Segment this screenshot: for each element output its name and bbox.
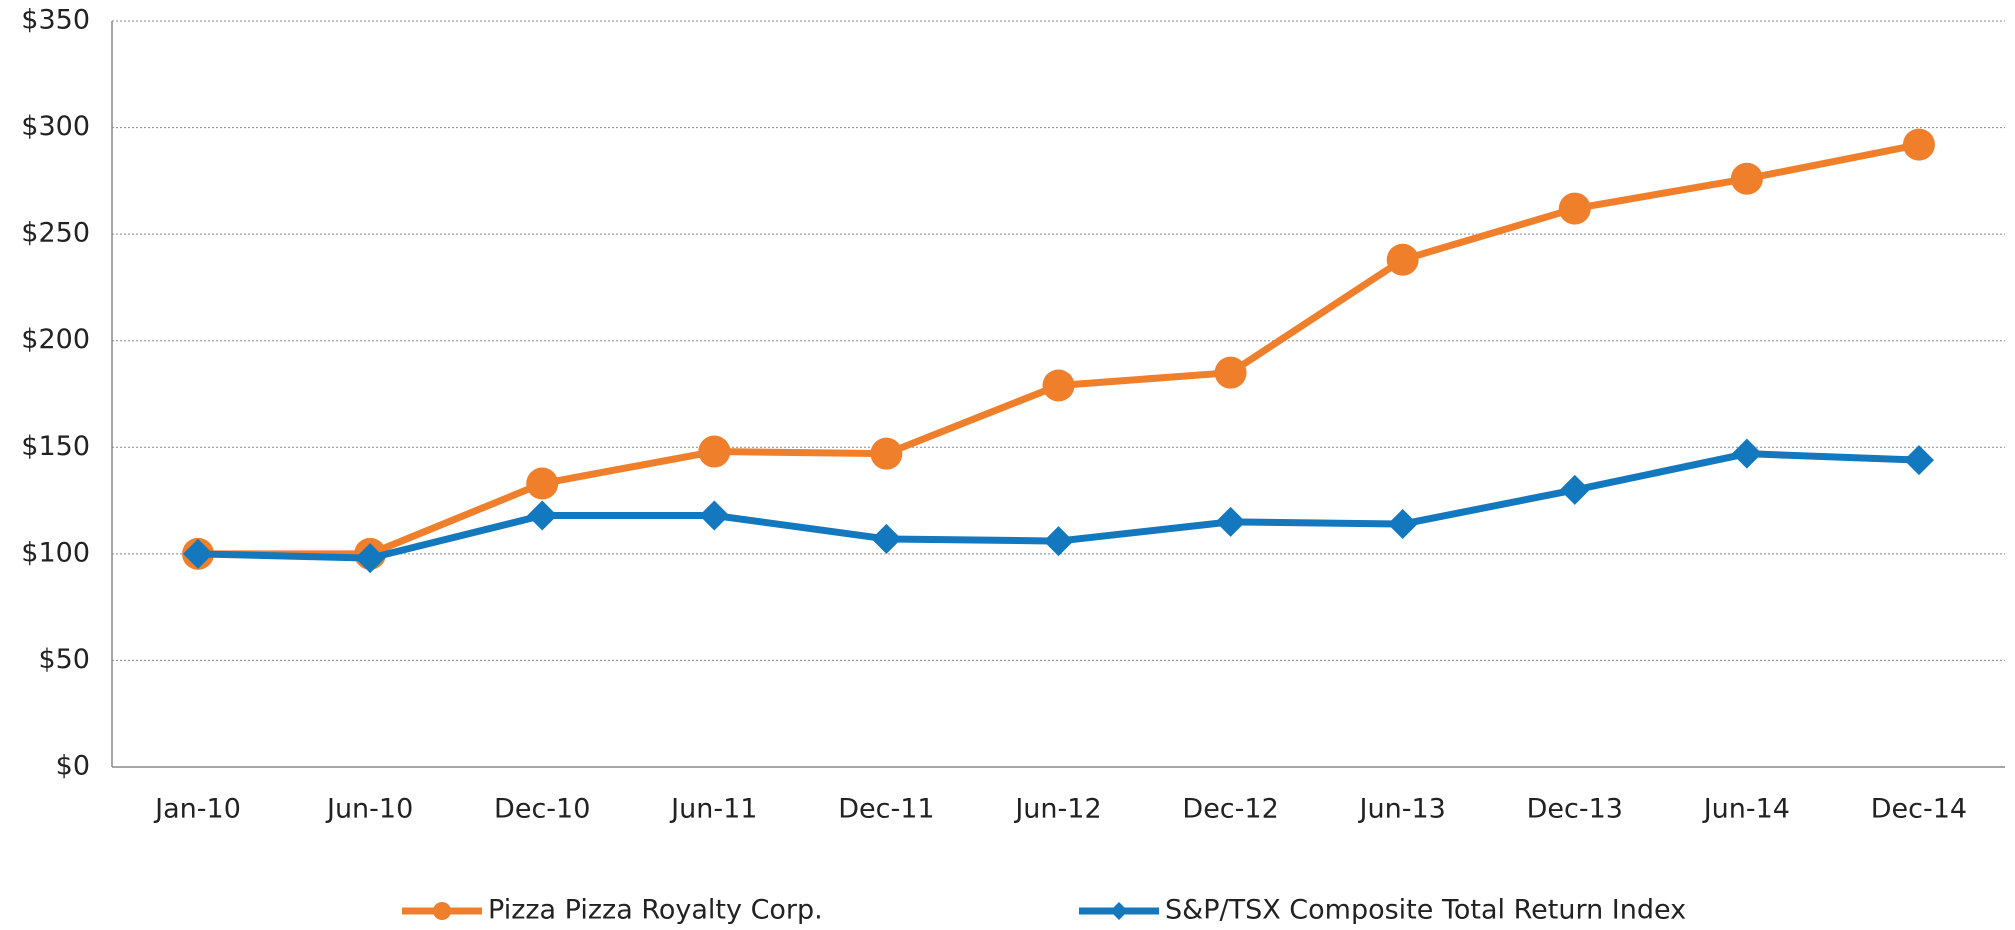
- data-point: [871, 523, 902, 554]
- x-tick-label: Jan-10: [153, 794, 241, 825]
- x-tick-label: Jun-12: [1013, 794, 1101, 825]
- x-tick-label: Dec-10: [494, 794, 590, 825]
- data-point: [527, 500, 558, 531]
- x-tick-label: Dec-14: [1871, 794, 1967, 825]
- y-tick-label: $0: [56, 751, 90, 782]
- data-point: [183, 538, 214, 569]
- x-tick-label: Jun-14: [1702, 794, 1790, 825]
- data-point: [1214, 356, 1247, 389]
- data-point: [699, 500, 730, 531]
- data-point: [1215, 506, 1246, 537]
- series-line: [198, 141, 1920, 558]
- y-tick-label: $200: [21, 324, 90, 355]
- y-tick-label: $100: [21, 537, 90, 568]
- y-tick-label: $250: [21, 218, 90, 249]
- legend-marker: [433, 902, 451, 920]
- x-tick-label: Jun-11: [669, 794, 757, 825]
- data-point: [1043, 526, 1074, 557]
- data-point: [698, 435, 731, 468]
- data-point: [1731, 438, 1762, 469]
- x-tick-label: Dec-13: [1527, 794, 1623, 825]
- legend-label: S&P/TSX Composite Total Return Index: [1165, 895, 1686, 926]
- data-point: [1730, 162, 1763, 195]
- x-tick-label: Jun-10: [325, 794, 413, 825]
- data-point: [1386, 243, 1419, 276]
- legend-marker: [1110, 902, 1128, 920]
- y-tick-label: $350: [21, 5, 90, 36]
- data-point: [1387, 509, 1418, 540]
- data-point: [1903, 445, 1934, 476]
- legend-label: Pizza Pizza Royalty Corp.: [488, 895, 823, 926]
- x-tick-label: Dec-12: [1182, 794, 1278, 825]
- data-point: [1902, 128, 1935, 161]
- x-tick-label: Dec-11: [838, 794, 934, 825]
- y-tick-label: $50: [38, 644, 90, 675]
- x-tick-label: Jun-13: [1358, 794, 1446, 825]
- y-tick-label: $300: [21, 111, 90, 142]
- y-tick-label: $150: [21, 431, 90, 462]
- data-point: [1558, 192, 1591, 225]
- data-point: [355, 543, 386, 574]
- data-point: [870, 437, 903, 470]
- data-point: [526, 467, 559, 500]
- data-point: [1042, 369, 1075, 402]
- data-point: [1559, 474, 1590, 505]
